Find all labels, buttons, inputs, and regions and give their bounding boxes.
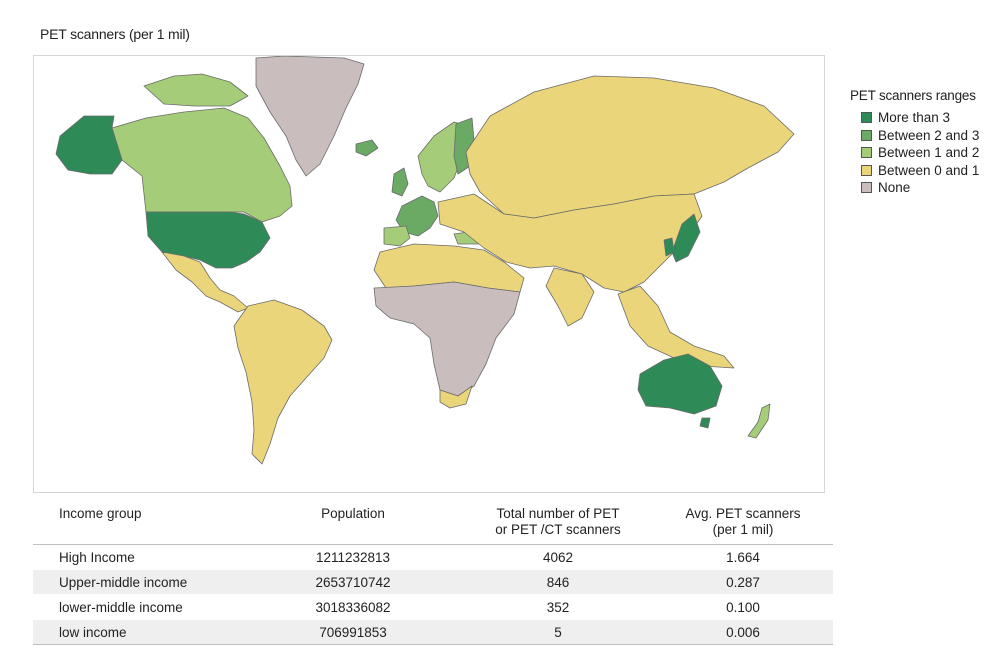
legend-swatch: [861, 147, 872, 159]
cell-avg-pet: 1.664: [726, 549, 760, 565]
cell-population: 2653710742: [315, 574, 391, 590]
region-new-zealand: [747, 403, 771, 439]
region-russia: [465, 75, 795, 219]
region-tasmania: [699, 417, 711, 429]
table-row: High Income 1211232813 4062 1.664: [33, 545, 833, 569]
cell-income-group: Upper-middle income: [59, 574, 188, 590]
cell-avg-pet: 0.100: [726, 599, 760, 615]
cell-income-group: lower-middle income: [59, 599, 183, 615]
cell-total-pet: 352: [546, 599, 570, 615]
cell-avg-pet: 0.287: [726, 574, 760, 590]
column-header-total-pet: Total number of PET or PET /CT scanners: [495, 506, 621, 537]
region-greenland: [255, 56, 365, 177]
region-western-europe: [395, 195, 439, 237]
world-map: [33, 55, 825, 493]
table-bottom-rule: [33, 644, 833, 645]
cell-population: 3018336082: [315, 599, 391, 615]
region-canada-islands: [143, 73, 249, 107]
cell-income-group: low income: [59, 624, 127, 640]
table-row: low income 706991853 5 0.006: [33, 619, 833, 644]
legend-title: PET scanners ranges: [850, 88, 976, 103]
legend-item-between-2-and-3: Between 2 and 3: [861, 127, 979, 145]
region-uk: [391, 167, 409, 197]
table-row: lower-middle income 3018336082 352 0.100: [33, 594, 833, 619]
table-row: Upper-middle income 2653710742 846 0.287: [33, 569, 833, 594]
column-header-income-group: Income group: [59, 506, 142, 521]
region-south-africa: [439, 385, 473, 409]
region-canada: [111, 107, 293, 223]
column-header-avg-pet: Avg. PET scanners (per 1 mil): [685, 506, 801, 537]
legend-item-between-0-and-1: Between 0 and 1: [861, 162, 979, 180]
legend-label: None: [878, 180, 911, 196]
map-title: PET scanners (per 1 mil): [40, 26, 190, 42]
legend-swatch: [861, 129, 872, 141]
column-header-population: Population: [321, 506, 385, 521]
map-legend: PET scanners ranges More than 3 Between …: [850, 88, 979, 197]
legend-swatch: [861, 164, 872, 176]
legend-swatch: [861, 182, 872, 194]
region-southeast-asia: [617, 285, 735, 369]
region-australia: [637, 353, 723, 415]
cell-total-pet: 5: [554, 624, 562, 640]
cell-population: 1211232813: [315, 549, 391, 565]
region-africa: [373, 281, 521, 397]
region-iberia: [383, 225, 411, 247]
income-group-table: Income group Population Total number of …: [33, 500, 833, 645]
legend-swatch: [861, 112, 872, 124]
cell-total-pet: 846: [546, 574, 570, 590]
region-iceland: [355, 139, 379, 157]
legend-label: Between 0 and 1: [878, 162, 980, 178]
legend-label: More than 3: [878, 110, 951, 126]
region-central-asia: [437, 193, 703, 293]
legend-item-between-1-and-2: Between 1 and 2: [861, 144, 979, 162]
legend-item-none: None: [861, 179, 979, 197]
cell-avg-pet: 0.006: [726, 624, 760, 640]
region-usa: [145, 211, 271, 269]
cell-total-pet: 4062: [542, 549, 574, 565]
table-header-row: Income group Population Total number of …: [33, 500, 833, 545]
cell-income-group: High Income: [59, 549, 135, 565]
world-map-svg: [55, 56, 795, 465]
region-korea: [663, 237, 675, 257]
region-india: [545, 267, 595, 327]
legend-item-more-than-3: More than 3: [861, 109, 979, 127]
cell-population: 706991853: [319, 624, 387, 640]
region-alaska: [55, 115, 123, 175]
region-south-america: [233, 299, 333, 465]
legend-label: Between 1 and 2: [878, 145, 980, 161]
legend-label: Between 2 and 3: [878, 127, 980, 143]
